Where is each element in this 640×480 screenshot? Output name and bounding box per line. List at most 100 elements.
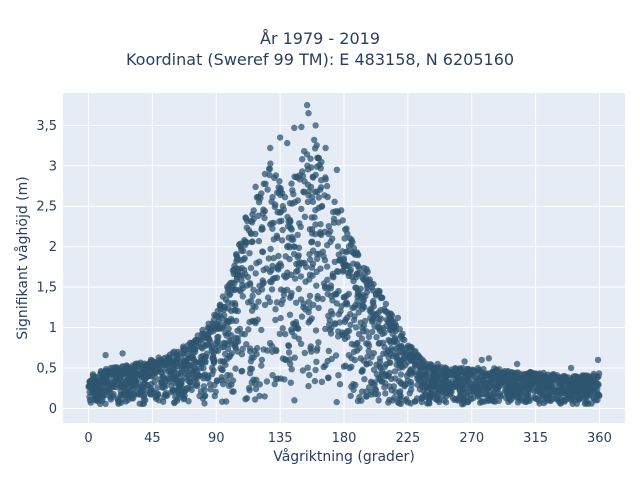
scatter-point: [258, 326, 265, 334]
scatter-point: [328, 355, 335, 363]
scatter-point: [123, 379, 131, 387]
scatter-point: [387, 322, 395, 329]
chart-title-line-1: År 1979 - 2019: [260, 29, 380, 48]
scatter-point: [130, 370, 137, 377]
scatter-point: [286, 311, 294, 318]
scatter-point: [572, 373, 579, 380]
scatter-point: [595, 381, 602, 389]
scatter-point: [359, 368, 366, 375]
scatter-point: [403, 396, 410, 403]
scatter-point: [255, 237, 263, 245]
scatter-point: [345, 327, 353, 335]
scatter-point: [293, 268, 300, 275]
scatter-point: [308, 230, 316, 237]
scatter-point: [163, 362, 170, 369]
scatter-point: [174, 348, 182, 355]
scatter-point: [594, 356, 602, 364]
scatter-point: [367, 308, 374, 316]
scatter-point: [286, 255, 293, 263]
scatter-point: [285, 342, 293, 350]
scatter-point: [322, 325, 329, 333]
scatter-point: [312, 221, 319, 228]
scatter-point: [311, 377, 319, 385]
scatter-point: [321, 192, 328, 199]
scatter-point: [231, 307, 238, 314]
scatter-point: [567, 364, 575, 372]
scatter-point: [218, 374, 225, 381]
scatter-point: [115, 398, 122, 405]
scatter-point: [326, 321, 333, 328]
scatter-point: [295, 260, 302, 267]
scatter-point: [220, 321, 227, 329]
scatter-point: [176, 385, 184, 392]
scatter-point: [298, 205, 305, 212]
scatter-point: [154, 384, 161, 391]
scatter-point: [343, 262, 351, 269]
scatter-point: [422, 373, 429, 381]
scatter-point: [361, 376, 368, 383]
scatter-point: [124, 393, 131, 401]
scatter-point: [211, 311, 218, 319]
scatter-point: [219, 398, 226, 405]
scatter-point: [532, 395, 539, 402]
scatter-point: [86, 396, 94, 404]
y-axis-label: Signifikant våghöjd (m): [14, 176, 31, 339]
scatter-point: [244, 273, 252, 281]
scatter-point: [243, 239, 251, 246]
scatter-point: [271, 380, 278, 388]
scatter-point: [316, 162, 323, 169]
scatter-point: [278, 300, 285, 308]
scatter-point: [575, 395, 583, 402]
scatter-point: [517, 385, 525, 392]
scatter-point: [201, 400, 208, 407]
scatter-point: [162, 391, 169, 398]
scatter-point: [525, 371, 532, 378]
scatter-point: [213, 377, 221, 384]
scatter-point: [227, 290, 234, 298]
scatter-point: [459, 369, 466, 376]
y-axis-ticks: 0 0,5 1 1,5 2 2,5 3 3,5: [36, 119, 57, 417]
scatter-point: [117, 382, 125, 390]
scatter-point: [214, 334, 221, 341]
y-tick-label: 1,5: [36, 281, 57, 296]
scatter-point: [314, 345, 321, 352]
scatter-point: [295, 335, 302, 342]
scatter-point: [139, 364, 146, 371]
scatter-point: [198, 356, 206, 363]
scatter-point: [566, 391, 574, 398]
scatter-point: [322, 176, 329, 183]
scatter-point: [169, 388, 177, 395]
scatter-point: [379, 339, 387, 346]
scatter-point: [508, 391, 515, 398]
scatter-point: [285, 349, 293, 356]
scatter-point: [363, 328, 370, 335]
scatter-point: [264, 186, 271, 193]
scatter-point: [329, 311, 336, 318]
scatter-point: [291, 124, 298, 131]
scatter-point: [330, 208, 337, 216]
scatter-point: [262, 180, 269, 187]
scatter-point: [331, 198, 338, 205]
scatter-point: [279, 202, 286, 210]
scatter-point: [221, 304, 228, 311]
scatter-point: [343, 292, 350, 299]
scatter-point: [121, 386, 128, 394]
scatter-point: [348, 273, 356, 280]
scatter-point: [314, 240, 321, 248]
scatter-point: [277, 286, 285, 293]
scatter-point: [276, 134, 284, 141]
scatter-point: [468, 372, 475, 379]
scatter-point: [282, 330, 289, 338]
scatter-point: [234, 256, 241, 263]
scatter-point: [351, 341, 358, 349]
scatter-point: [287, 225, 294, 232]
scatter-point: [422, 390, 429, 398]
scatter-point: [552, 388, 560, 395]
scatter-point: [314, 295, 321, 302]
scatter-point: [470, 394, 477, 401]
scatter-point: [305, 298, 312, 306]
scatter-point: [227, 279, 234, 287]
x-tick-label: 360: [587, 431, 612, 446]
scatter-point: [202, 371, 209, 378]
scatter-point: [229, 267, 237, 274]
